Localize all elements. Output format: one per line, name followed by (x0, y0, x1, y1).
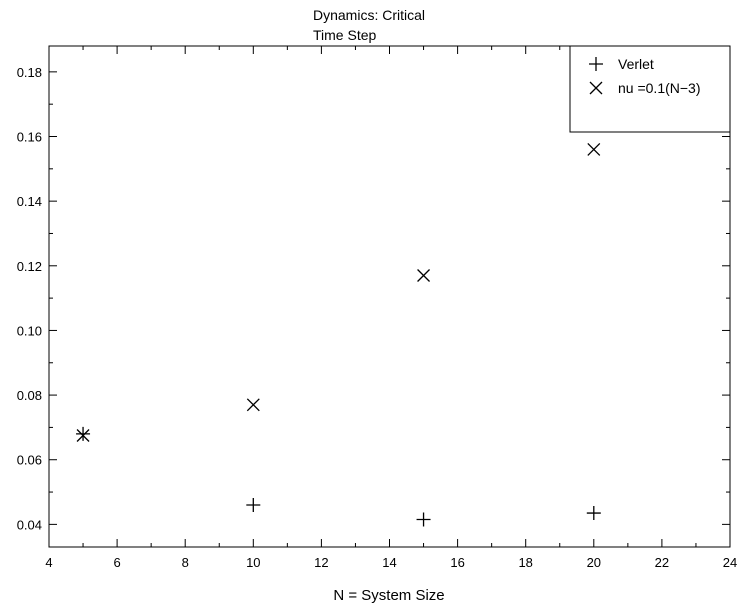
data-point-x (587, 142, 601, 156)
series-2 (76, 142, 601, 442)
data-point-plus (76, 426, 91, 441)
y-tick-label: 0.08 (17, 388, 42, 403)
y-tick-label: 0.14 (17, 194, 42, 209)
x-tick-label: 8 (182, 555, 189, 570)
y-tick-label: 0.06 (17, 453, 42, 468)
x-tick-label: 14 (382, 555, 396, 570)
legend-marker-x (589, 81, 603, 95)
legend-label: nu =0.1(N−3) (618, 80, 701, 96)
y-tick-label: 0.10 (17, 323, 42, 338)
series-1 (76, 426, 601, 527)
data-point-plus (586, 506, 601, 521)
legend-marker-plus (589, 57, 603, 71)
x-axis-label: N = System Size (333, 587, 444, 604)
chart-title-line-1: Dynamics: Critical (313, 7, 425, 23)
data-point-x (76, 429, 90, 442)
x-tick-label: 6 (113, 555, 120, 570)
data-point-plus (416, 512, 431, 527)
y-tick-label: 0.04 (17, 517, 42, 532)
x-tick-label: 20 (587, 555, 601, 570)
chart-title-line-2: Time Step (313, 27, 376, 43)
chart-title: Dynamics: Critical Time Step (313, 7, 425, 43)
legend-label: Verlet (618, 56, 654, 72)
x-axis: 4 6 8 10 12 14 16 18 20 22 24 (45, 46, 737, 570)
data-point-x (417, 269, 431, 282)
x-tick-label: 18 (518, 555, 532, 570)
x-tick-label: 4 (45, 555, 52, 570)
y-tick-label: 0.16 (17, 130, 42, 145)
x-tick-label: 22 (655, 555, 669, 570)
data-series (76, 142, 601, 527)
x-tick-label: 16 (450, 555, 464, 570)
data-point-plus (246, 497, 261, 512)
legend: Verlet nu =0.1(N−3) (569, 45, 731, 133)
x-tick-label: 10 (246, 555, 260, 570)
y-axis: 0.04 0.06 0.08 0.10 0.12 0.14 0.16 0.18 (17, 65, 730, 532)
y-tick-label: 0.12 (17, 259, 42, 274)
x-tick-label: 12 (314, 555, 328, 570)
data-point-x (246, 398, 260, 412)
y-tick-label: 0.18 (17, 65, 42, 80)
x-tick-label: 24 (723, 555, 737, 570)
